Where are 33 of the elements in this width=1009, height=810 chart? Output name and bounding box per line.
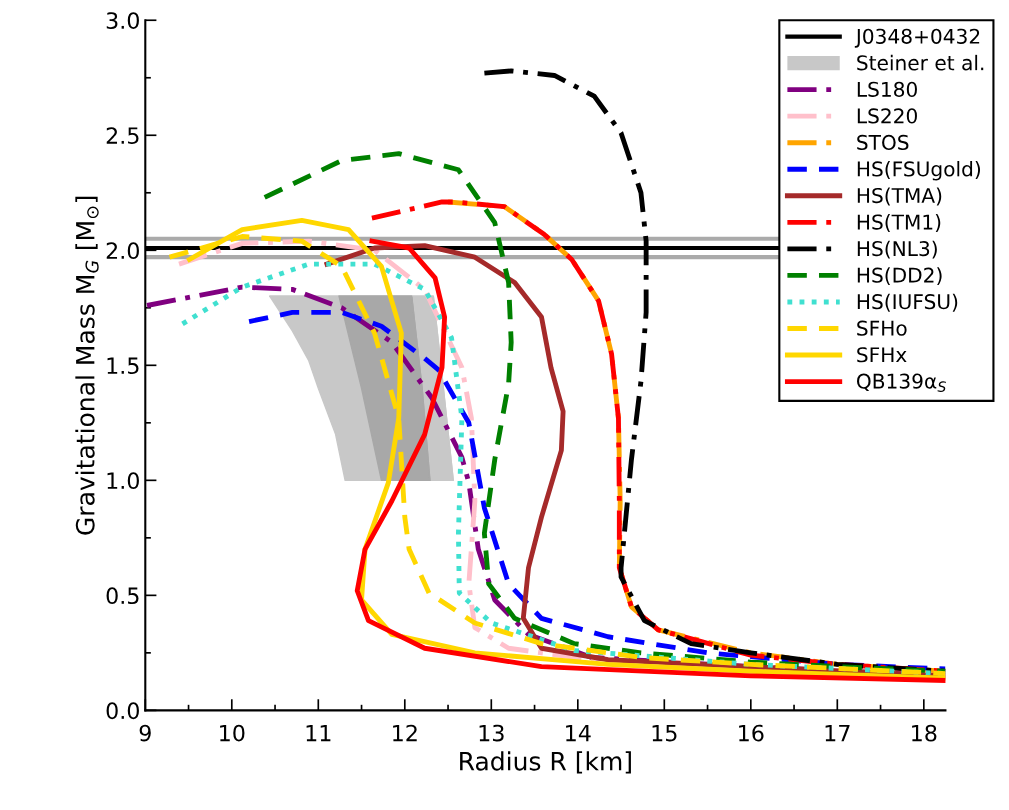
y-tick-label: 0.0 <box>106 702 139 720</box>
x-axis-title: Radius R [km] <box>460 751 631 774</box>
legend-label: HS(FSUgold) <box>857 161 981 181</box>
legend-label: Steiner et al. <box>857 54 984 71</box>
y-tick-label: 0.5 <box>106 587 139 605</box>
legend-label: LS220 <box>857 108 917 124</box>
x-tick-label: 10 <box>220 724 245 742</box>
x-tick-label: 9 <box>139 724 151 742</box>
legend-label: LS180 <box>857 81 917 97</box>
y-tick-label: 2.5 <box>106 127 139 145</box>
x-tick-label: 13 <box>479 724 504 742</box>
y-tick-label: 3.0 <box>106 12 139 30</box>
x-tick-label: 12 <box>393 724 417 742</box>
legend-label: SFHo <box>857 320 907 336</box>
legend-label: QB139α$_{S}$ <box>856 373 946 392</box>
legend-label: HS(DD2) <box>857 267 942 286</box>
x-tick-label: 17 <box>825 724 850 742</box>
y-tick-label: 1.0 <box>107 472 139 490</box>
x-tick-label: 15 <box>652 724 677 742</box>
x-tick-label: 14 <box>566 724 591 742</box>
legend-label: J0348+0432 <box>854 28 980 48</box>
legend-label: HS(TMA) <box>857 187 942 206</box>
legend-label: HS(NL3) <box>857 240 937 259</box>
y-tick-label: 1.5 <box>107 357 139 375</box>
legend-label: STOS <box>857 134 909 151</box>
y-tick-label: 2.0 <box>106 242 139 260</box>
legend-label: SFHx <box>857 347 907 363</box>
x-tick-label: 18 <box>912 724 937 742</box>
x-tick-label: 16 <box>739 724 764 742</box>
y-axis-title: Gravitational Mass M$_{G}$ [M$_{⊙}$] <box>75 196 99 535</box>
x-tick-label: 11 <box>306 724 331 742</box>
legend-label: HS(TM1) <box>857 214 941 233</box>
legend-label: HS(IUFSU) <box>857 293 958 312</box>
